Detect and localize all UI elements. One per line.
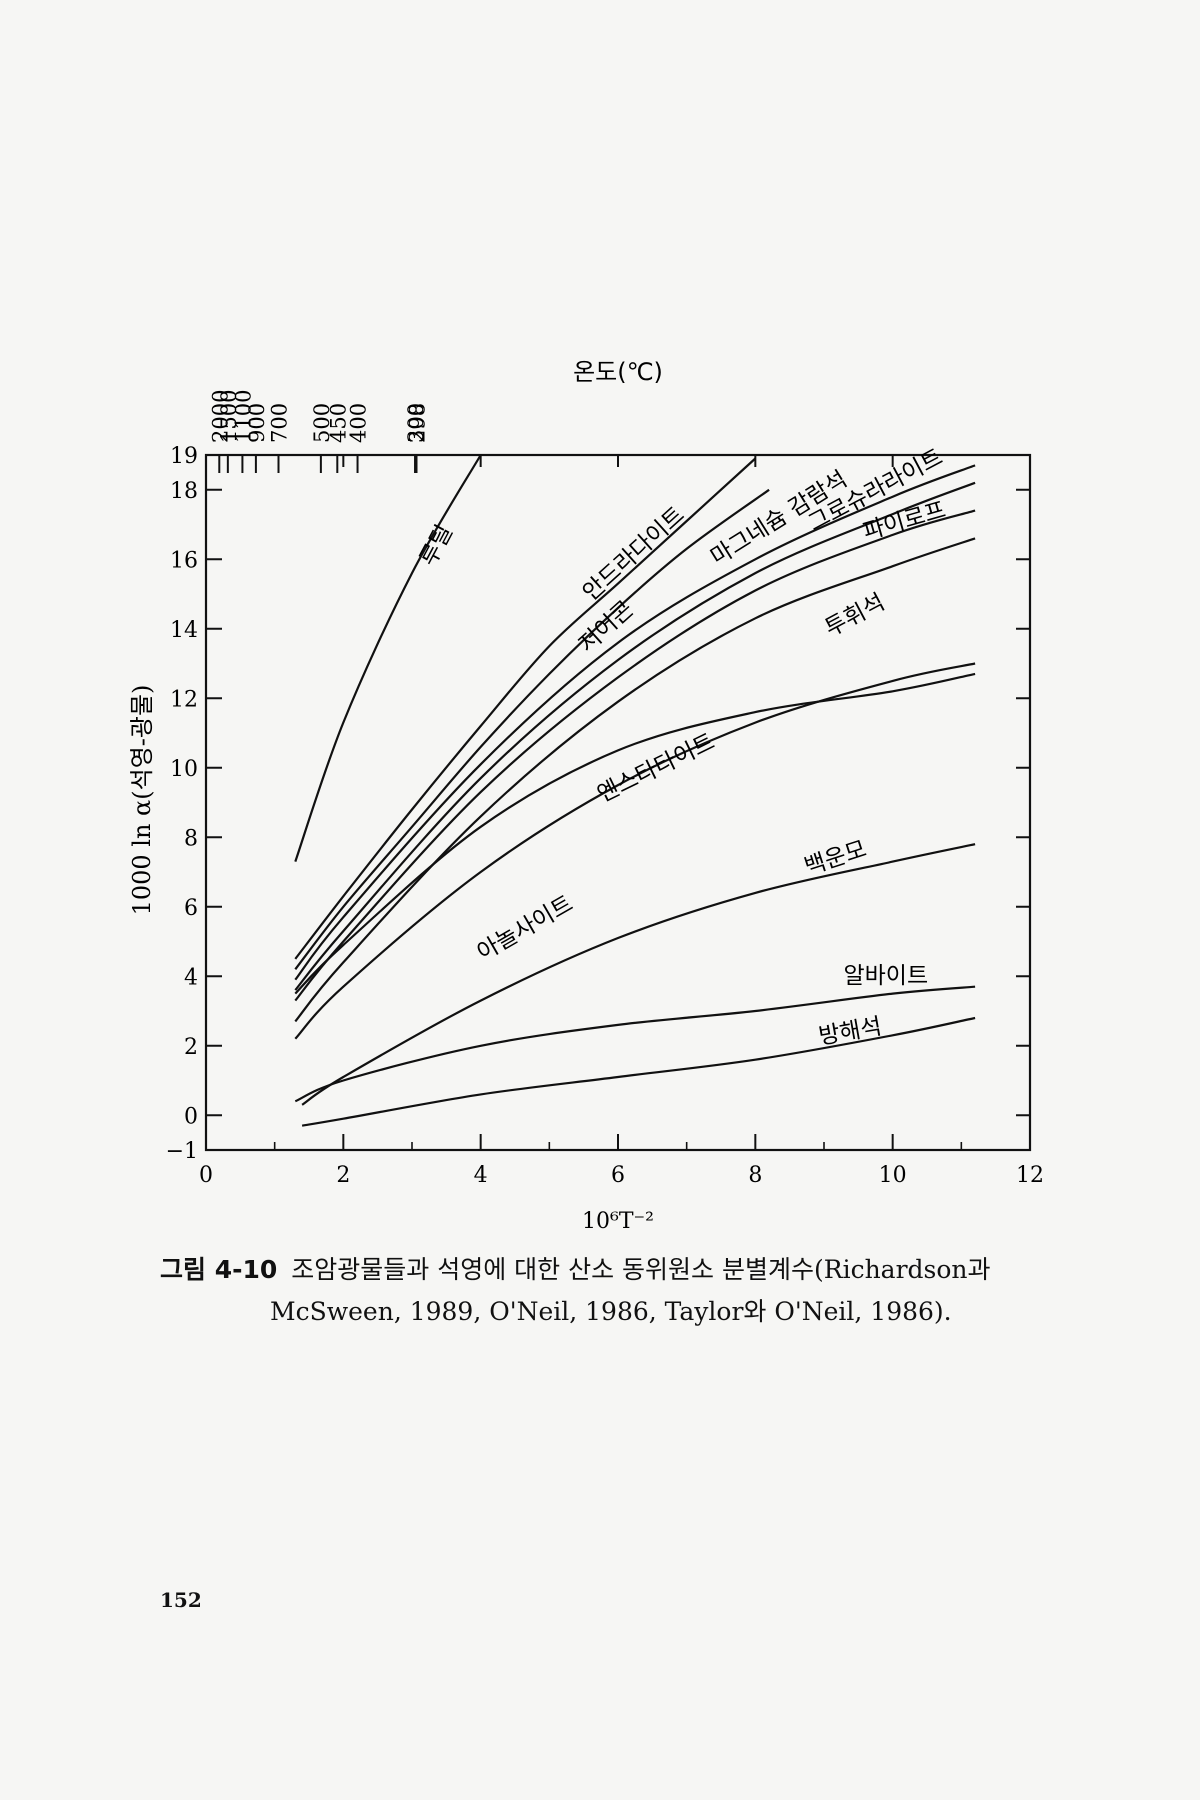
top-tick-label: 2000 <box>208 390 232 443</box>
x-tick-label: 2 <box>336 1163 350 1188</box>
y-tick-label: 14 <box>170 618 198 643</box>
y-axis-title: 1000 ln α(석영-광물) <box>128 685 156 916</box>
x-tick-label: 8 <box>748 1163 762 1188</box>
series-label: 안드라다이트 <box>578 502 690 606</box>
top-tick-label: 700 <box>268 403 292 443</box>
y-tick-label: −1 <box>166 1139 198 1164</box>
series-line <box>294 537 976 1023</box>
series-line <box>294 454 482 862</box>
y-tick-label: 16 <box>170 548 198 573</box>
top-tick-label: 1500 <box>217 390 241 443</box>
series-line <box>294 481 976 991</box>
series-label: 투휘석 <box>821 589 889 642</box>
series-line <box>294 672 976 995</box>
series-label: 저어콘 <box>574 596 639 658</box>
series-line <box>294 662 976 1040</box>
figure-caption-line1: 그림 4-10 조암광물들과 석영에 대한 산소 동위원소 분별계수(Richar… <box>160 1250 991 1286</box>
series-line <box>294 985 976 1103</box>
top-tick-label: 400 <box>347 403 371 443</box>
x-tick-label: 4 <box>474 1163 488 1188</box>
series-line <box>294 509 976 1002</box>
top-tick-label: 300 <box>404 403 428 443</box>
y-tick-label: 18 <box>170 479 198 504</box>
y-tick-label: 6 <box>184 896 198 921</box>
series-line <box>301 1016 976 1127</box>
series-line <box>294 457 757 960</box>
top-axis-title: 온도(℃) <box>573 358 663 386</box>
top-tick-label: 900 <box>245 403 269 443</box>
caption-text: 조암광물들과 석영에 대한 산소 동위원소 분별계수(Richardson과 <box>291 1255 991 1284</box>
series-line <box>301 843 976 1106</box>
page-number: 152 <box>160 1588 202 1612</box>
y-tick-label: 0 <box>184 1104 198 1129</box>
y-tick-label: 8 <box>184 826 198 851</box>
series-label: 아놀사이트 <box>473 891 578 966</box>
series-label: 알바이트 <box>843 963 928 989</box>
figure-number: 그림 4-10 <box>160 1255 278 1284</box>
x-tick-label: 0 <box>199 1163 213 1188</box>
y-tick-label: 12 <box>170 687 198 712</box>
series-label: 엔스타타이트 <box>593 729 719 808</box>
top-tick-label: 1100 <box>231 390 255 443</box>
y-tick-label: 4 <box>184 965 198 990</box>
y-tick-label: 19 <box>170 444 198 469</box>
series-line <box>294 464 976 981</box>
y-tick-label: 2 <box>184 1035 198 1060</box>
y-tick-label: 10 <box>170 757 198 782</box>
x-axis-title: 10⁶T⁻² <box>582 1209 654 1234</box>
x-tick-label: 6 <box>611 1163 625 1188</box>
x-tick-label: 12 <box>1016 1163 1044 1188</box>
figure-caption-line2: McSween, 1989, O'Neil, 1986, Taylor와 O'N… <box>270 1297 952 1326</box>
series-label: 루틸 <box>415 521 458 571</box>
series-line <box>294 488 770 970</box>
series-label: 방해석 <box>817 1014 884 1051</box>
top-tick-label: 298 <box>405 403 429 443</box>
x-tick-label: 10 <box>879 1163 907 1188</box>
top-tick-label: 500 <box>310 403 334 443</box>
top-tick-label: 450 <box>326 403 350 443</box>
